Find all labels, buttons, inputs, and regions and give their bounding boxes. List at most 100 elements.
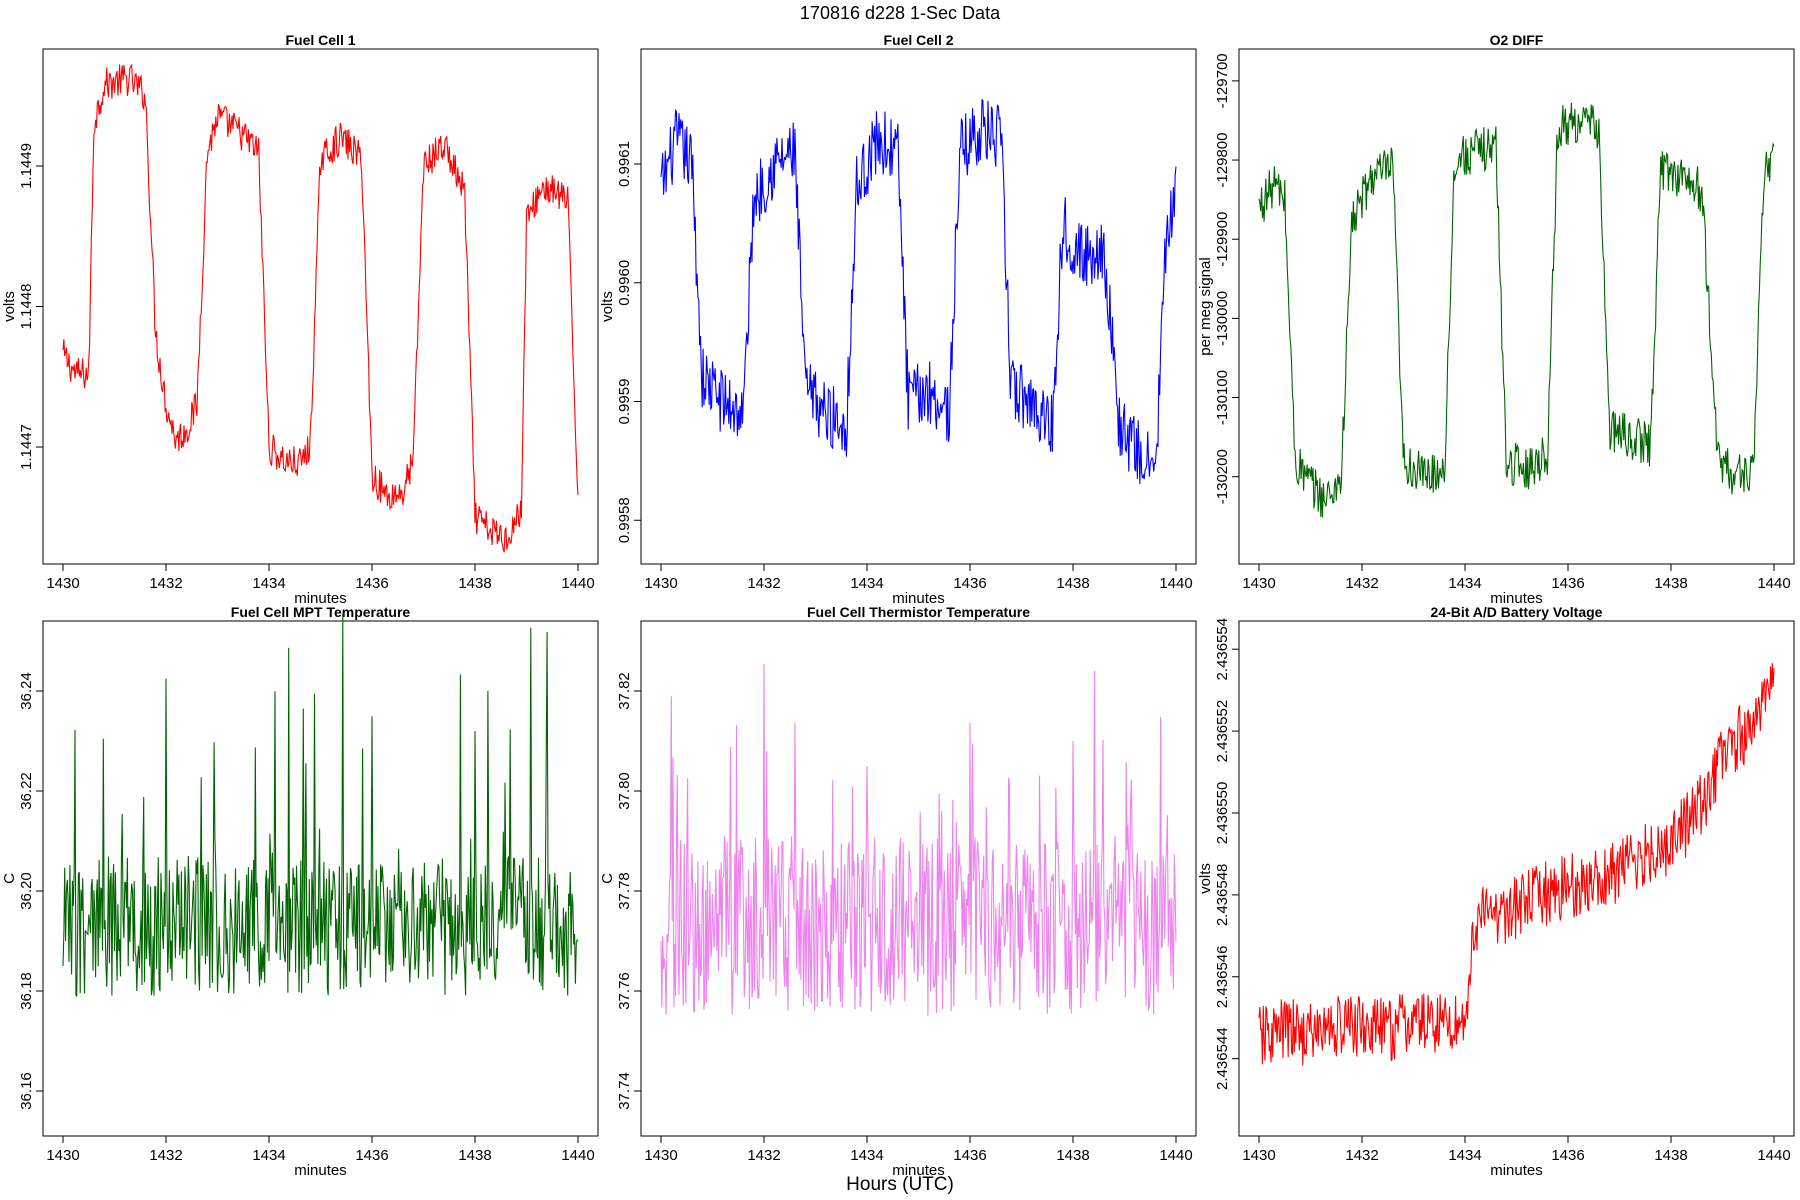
panel-fuel-cell-mpt-temperature-xtick-label-1430: 1430	[46, 1147, 79, 1164]
panel-fuel-cell-1-xtick-label-1434: 1434	[252, 575, 285, 592]
panel-24-bit-a-d-battery-voltage-xtick-label-1440: 1440	[1757, 1147, 1790, 1164]
panel-fuel-cell-2-frame	[640, 48, 1197, 565]
panel-fuel-cell-1-ylabel: volts	[1, 291, 18, 322]
panel-fuel-cell-2-xtick-label-1438: 1438	[1056, 575, 1089, 592]
panel-fuel-cell-thermistor-temperature-ytick-label-2: 37.78	[616, 872, 633, 910]
panel-o2-diff-ylabel: per meg signal	[1197, 257, 1214, 355]
panel-fuel-cell-1-ytick-label-1: 1.1448	[18, 284, 35, 330]
panel-fuel-cell-1-ytick-label-2: 1.1449	[18, 143, 35, 189]
panel-24-bit-a-d-battery-voltage-ytick-label-4: 2.436552	[1214, 700, 1231, 763]
panel-24-bit-a-d-battery-voltage-ytick-label-2: 2.436548	[1214, 864, 1231, 927]
panel-fuel-cell-thermistor-temperature-title: Fuel Cell Thermistor Temperature	[807, 604, 1030, 620]
panel-o2-diff-xtick-label-1432: 1432	[1345, 575, 1378, 592]
panel-o2-diff-ytick-label-0: -130200	[1214, 449, 1231, 504]
panel-24-bit-a-d-battery-voltage-series-line	[1258, 663, 1775, 1066]
panel-24-bit-a-d-battery-voltage-xtick-label-1436: 1436	[1551, 1147, 1584, 1164]
panel-o2-diff-xtick-label-1430: 1430	[1242, 575, 1275, 592]
panel-fuel-cell-mpt-temperature-ytick-label-1: 36.18	[18, 972, 35, 1010]
panel-24-bit-a-d-battery-voltage-xlabel: minutes	[1490, 1162, 1543, 1179]
panel-fuel-cell-2-ytick-label-0: 0.9958	[616, 497, 633, 543]
panel-o2-diff-ytick-label-5: -129700	[1214, 53, 1231, 108]
panel-fuel-cell-thermistor-temperature-ytick-label-3: 37.80	[616, 772, 633, 810]
panel-o2-diff: O2 DIFF 1430 1432 1434 1436 1438 1440 minutes -1…	[1197, 32, 1795, 607]
panel-fuel-cell-1-xtick-label-1432: 1432	[149, 575, 182, 592]
panel-fuel-cell-2-xtick-label-1430: 1430	[644, 575, 677, 592]
panel-24-bit-a-d-battery-voltage-xtick-label-1432: 1432	[1345, 1147, 1378, 1164]
panel-fuel-cell-1-ytick-label-0: 1.1447	[18, 424, 35, 470]
panel-o2-diff-xtick-label-1440: 1440	[1757, 575, 1790, 592]
panel-fuel-cell-1-xtick-label-1438: 1438	[458, 575, 491, 592]
panel-fuel-cell-1-title: Fuel Cell 1	[285, 32, 355, 48]
panel-fuel-cell-mpt-temperature-ytick-label-2: 36.20	[18, 872, 35, 910]
panel-fuel-cell-mpt-temperature-xtick-label-1436: 1436	[355, 1147, 388, 1164]
panel-fuel-cell-1-xtick-label-1430: 1430	[46, 575, 79, 592]
panel-24-bit-a-d-battery-voltage-ytick-label-3: 2.436550	[1214, 782, 1231, 845]
panel-fuel-cell-1: Fuel Cell 1 1430 1432 1434 1436 1438 1440 minut…	[1, 32, 599, 607]
panel-24-bit-a-d-battery-voltage-xtick-label-1434: 1434	[1448, 1147, 1481, 1164]
panel-fuel-cell-1-frame	[42, 48, 599, 565]
panel-fuel-cell-mpt-temperature-xtick-label-1440: 1440	[561, 1147, 594, 1164]
panel-fuel-cell-2-ytick-label-2: 0.9960	[616, 260, 633, 306]
panel-fuel-cell-thermistor-temperature-xtick-label-1436: 1436	[953, 1147, 986, 1164]
panel-o2-diff-series-line	[1258, 102, 1775, 518]
panel-fuel-cell-2-xtick-label-1436: 1436	[953, 575, 986, 592]
panel-fuel-cell-thermistor-temperature: Fuel Cell Thermistor Temperature 1430 1432…	[599, 604, 1197, 1179]
panel-fuel-cell-thermistor-temperature-series-line	[660, 663, 1177, 1016]
panel-24-bit-a-d-battery-voltage-xtick-label-1430: 1430	[1242, 1147, 1275, 1164]
panel-24-bit-a-d-battery-voltage-ylabel: volts	[1197, 863, 1214, 894]
panel-fuel-cell-1-xtick-label-1440: 1440	[561, 575, 594, 592]
panel-fuel-cell-thermistor-temperature-frame	[640, 620, 1197, 1137]
panel-fuel-cell-mpt-temperature-ytick-label-0: 36.16	[18, 1072, 35, 1110]
panel-fuel-cell-1-xlabel: minutes	[294, 590, 347, 607]
panel-24-bit-a-d-battery-voltage-ytick-label-1: 2.436546	[1214, 945, 1231, 1008]
footer-axis-label: Hours (UTC)	[846, 1174, 954, 1195]
panel-fuel-cell-mpt-temperature-xtick-label-1434: 1434	[252, 1147, 285, 1164]
chart-panels: Fuel Cell 1 1430 1432 1434 1436 1438 1440 minut…	[1, 32, 1795, 1179]
panel-o2-diff-xlabel: minutes	[1490, 590, 1543, 607]
panel-fuel-cell-mpt-temperature-xtick-label-1438: 1438	[458, 1147, 491, 1164]
panel-24-bit-a-d-battery-voltage-ytick-label-0: 2.436544	[1214, 1027, 1231, 1090]
panel-fuel-cell-2-ytick-label-3: 0.9961	[616, 141, 633, 187]
panel-fuel-cell-thermistor-temperature-ylabel: C	[599, 873, 616, 884]
panel-24-bit-a-d-battery-voltage-frame	[1238, 620, 1795, 1137]
figure-suptitle: 170816 d228 1-Sec Data	[800, 3, 1001, 23]
panel-fuel-cell-thermistor-temperature-xtick-label-1432: 1432	[747, 1147, 780, 1164]
panel-fuel-cell-mpt-temperature-frame	[42, 620, 599, 1137]
panel-fuel-cell-mpt-temperature-xlabel: minutes	[294, 1162, 347, 1179]
panel-fuel-cell-thermistor-temperature-ytick-label-0: 37.74	[616, 1072, 633, 1110]
panel-fuel-cell-2-xtick-label-1440: 1440	[1159, 575, 1192, 592]
panel-fuel-cell-2-ytick-label-1: 0.9959	[616, 379, 633, 425]
panel-24-bit-a-d-battery-voltage-title: 24-Bit A/D Battery Voltage	[1431, 604, 1603, 620]
panel-fuel-cell-thermistor-temperature-xtick-label-1440: 1440	[1159, 1147, 1192, 1164]
panel-fuel-cell-thermistor-temperature-ytick-label-4: 37.82	[616, 672, 633, 710]
panel-fuel-cell-2: Fuel Cell 2 1430 1432 1434 1436 1438 1440 minut…	[599, 32, 1197, 607]
panel-o2-diff-title: O2 DIFF	[1490, 32, 1544, 48]
panel-fuel-cell-mpt-temperature-series-line	[62, 613, 579, 998]
panel-fuel-cell-1-series-line	[62, 63, 579, 553]
panel-fuel-cell-2-ylabel: volts	[599, 291, 616, 322]
panel-24-bit-a-d-battery-voltage-ytick-label-5: 2.436554	[1214, 618, 1231, 681]
panel-fuel-cell-mpt-temperature-xtick-label-1432: 1432	[149, 1147, 182, 1164]
panel-fuel-cell-2-xtick-label-1432: 1432	[747, 575, 780, 592]
panel-fuel-cell-1-xtick-label-1436: 1436	[355, 575, 388, 592]
panel-o2-diff-ytick-label-2: -130000	[1214, 291, 1231, 346]
panel-fuel-cell-mpt-temperature-ytick-label-4: 36.24	[18, 672, 35, 710]
panel-fuel-cell-2-series-line	[660, 98, 1177, 484]
panel-fuel-cell-thermistor-temperature-xlabel: minutes	[892, 1162, 945, 1179]
panel-o2-diff-ytick-label-4: -129800	[1214, 133, 1231, 188]
panel-o2-diff-ytick-label-3: -129900	[1214, 212, 1231, 267]
panel-o2-diff-xtick-label-1434: 1434	[1448, 575, 1481, 592]
panel-fuel-cell-thermistor-temperature-xtick-label-1430: 1430	[644, 1147, 677, 1164]
panel-fuel-cell-mpt-temperature-ytick-label-3: 36.22	[18, 772, 35, 810]
panel-fuel-cell-thermistor-temperature-xtick-label-1438: 1438	[1056, 1147, 1089, 1164]
panel-fuel-cell-thermistor-temperature-ytick-label-1: 37.76	[616, 972, 633, 1010]
panel-fuel-cell-2-xtick-label-1434: 1434	[850, 575, 883, 592]
panel-fuel-cell-mpt-temperature-title: Fuel Cell MPT Temperature	[231, 604, 411, 620]
panel-24-bit-a-d-battery-voltage-xtick-label-1438: 1438	[1654, 1147, 1687, 1164]
panel-24-bit-a-d-battery-voltage: 24-Bit A/D Battery Voltage 1430 1432 1434 14…	[1197, 604, 1795, 1179]
panel-fuel-cell-thermistor-temperature-xtick-label-1434: 1434	[850, 1147, 883, 1164]
panel-fuel-cell-mpt-temperature-ylabel: C	[1, 873, 18, 884]
panel-fuel-cell-2-title: Fuel Cell 2	[883, 32, 953, 48]
panel-fuel-cell-2-xlabel: minutes	[892, 590, 945, 607]
